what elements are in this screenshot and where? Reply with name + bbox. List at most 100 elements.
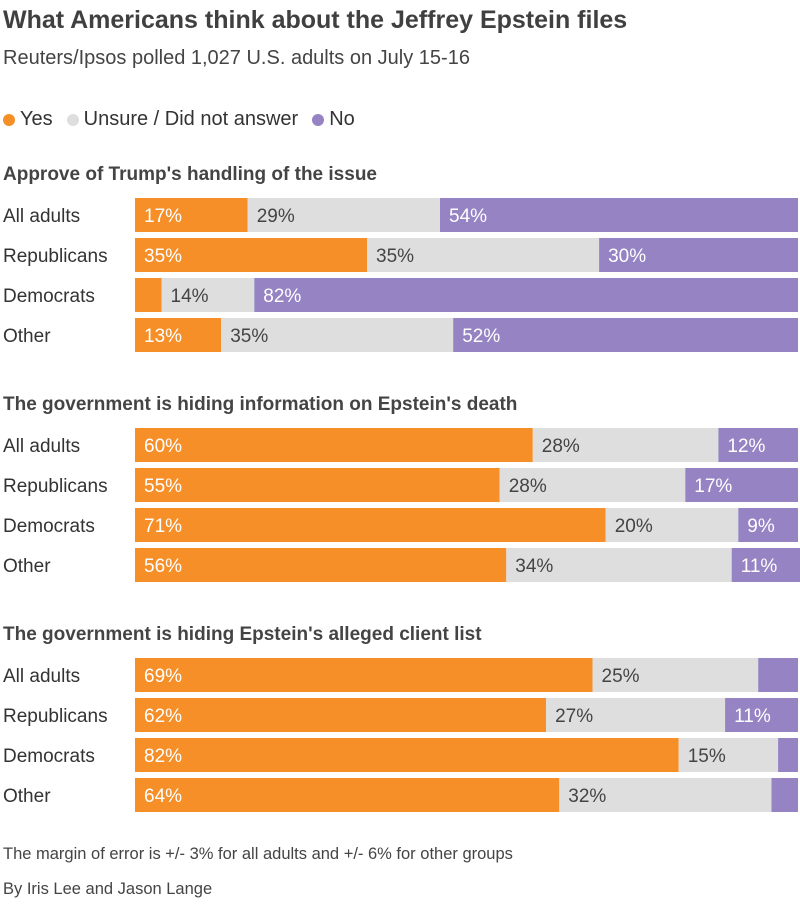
chart-group-3: The government is hiding Epstein's alleg… [3,624,798,812]
section-title: The government is hiding information on … [3,394,517,415]
data-label: 64% [144,786,182,807]
data-label: 71% [144,516,182,537]
bar-unsure [247,198,440,232]
data-label: 54% [449,206,487,227]
data-label: 13% [144,326,182,347]
bar-yes [135,468,500,502]
data-label: 27% [555,706,593,727]
bar-yes [135,658,593,692]
category-label: All adults [3,436,80,457]
bar-unsure [499,468,686,502]
category-label: All adults [3,666,80,687]
bar-unsure [559,778,772,812]
legend-item-yes: Yes [3,108,53,131]
category-label: Republicans [3,476,108,497]
data-label: 62% [144,706,182,727]
bar-yes [135,778,560,812]
data-label: 35% [376,246,414,267]
bar-yes [135,318,222,352]
bar-no [778,738,798,772]
bar-unsure [678,738,779,772]
category-label: Republicans [3,706,108,727]
data-label: 69% [144,666,182,687]
data-label: 60% [144,436,182,457]
bar-unsure [161,278,255,312]
bar-no [738,508,798,542]
legend-item-unsure: Unsure / Did not answer [66,108,299,131]
bar-no [685,468,798,502]
data-label: 28% [542,436,580,457]
bar-yes [135,278,162,312]
category-label: Democrats [3,286,95,307]
data-label: 17% [144,206,182,227]
chart-group-2: The government is hiding information on … [3,394,800,582]
data-label: 32% [568,786,606,807]
data-label: 35% [144,246,182,267]
bar-yes [135,508,606,542]
data-label: 82% [144,746,182,767]
chart-title: What Americans think about the Jeffrey E… [3,6,628,34]
category-label: Other [3,326,51,347]
bar-no [771,778,798,812]
legend-label-no: No [329,108,355,130]
bar-unsure [592,658,759,692]
data-label: 14% [171,286,209,307]
bar-no [758,658,798,692]
bar-yes [135,698,547,732]
section-title: Approve of Trump's handling of the issue [3,164,377,185]
data-label: 25% [602,666,640,687]
legend-swatch-yes [3,113,15,126]
byline: By Iris Lee and Jason Lange [3,880,213,898]
bar-unsure [605,508,739,542]
data-label: 11% [734,706,771,727]
category-label: All adults [3,206,80,227]
data-label: 29% [257,206,295,227]
footnote: The margin of error is +/- 3% for all ad… [3,845,513,863]
data-label: 20% [615,516,653,537]
data-label: 28% [509,476,547,497]
data-label: 35% [230,326,268,347]
data-label: 12% [727,436,765,457]
section-title: The government is hiding Epstein's alleg… [3,624,482,645]
category-label: Other [3,786,51,807]
stacked-bar-charts: Approve of Trump's handling of the issue… [3,164,800,812]
bar-yes [135,548,507,582]
category-label: Democrats [3,746,95,767]
bar-unsure [506,548,732,582]
data-label: 82% [263,286,301,307]
legend-item-no: No [312,108,355,131]
bar-unsure [221,318,454,352]
data-label: 17% [694,476,732,497]
bar-yes [135,238,367,272]
bar-no [254,278,799,312]
bar-no [599,238,798,272]
legend-label-yes: Yes [20,108,53,130]
bar-no [440,198,798,232]
chart-group-1: Approve of Trump's handling of the issue… [3,164,799,352]
legend-label-unsure: Unsure / Did not answer [83,108,299,130]
data-label: 52% [462,326,500,347]
bar-no [731,548,800,582]
data-label: 34% [515,556,553,577]
data-label: 15% [688,746,726,767]
data-label: 9% [747,516,775,537]
data-label: 30% [608,246,646,267]
category-label: Republicans [3,246,108,267]
bar-yes [135,738,679,772]
data-label: 11% [741,556,778,577]
legend-swatch-no [312,113,325,126]
bar-no [718,428,798,462]
chart-subtitle: Reuters/Ipsos polled 1,027 U.S. adults o… [3,47,470,69]
bar-no [725,698,798,732]
bar-yes [135,198,248,232]
bar-no [453,318,798,352]
legend: Yes Unsure / Did not answer No [3,108,369,131]
bar-yes [135,428,533,462]
data-label: 56% [144,556,182,577]
bar-unsure [367,238,599,272]
category-label: Other [3,556,51,577]
bar-unsure [546,698,726,732]
category-label: Democrats [3,516,95,537]
data-label: 55% [144,476,182,497]
bar-unsure [532,428,719,462]
